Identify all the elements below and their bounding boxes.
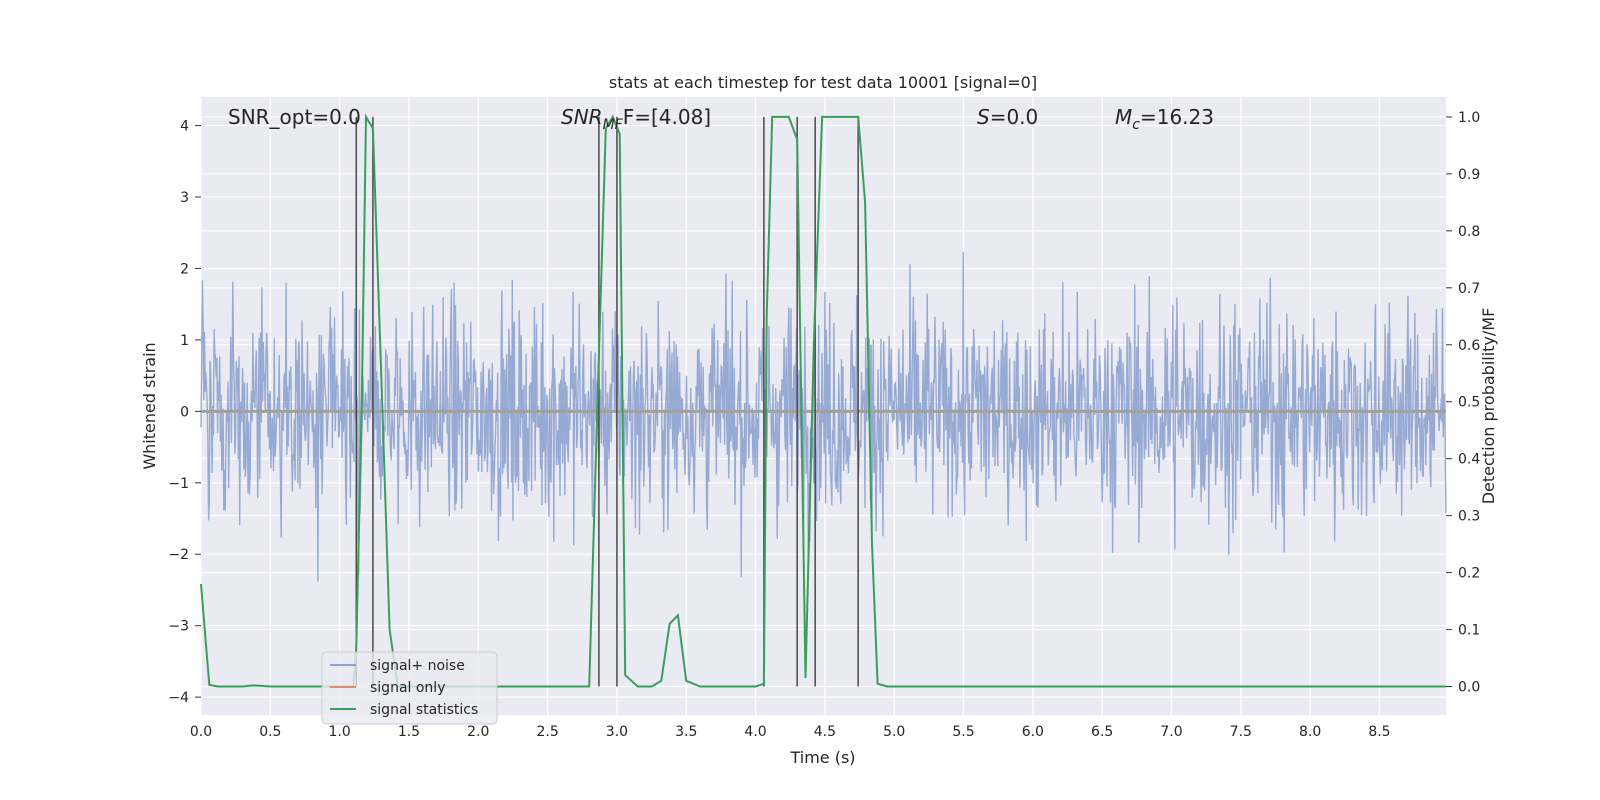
x-tick-label: 8.5 <box>1368 724 1390 740</box>
vertical-markers <box>355 116 859 687</box>
legend-label-signal-statistics: signal statistics <box>370 702 478 718</box>
annotation-snr-mf-sub: MF <box>603 117 624 133</box>
annotation-mc-value: =16.23 <box>1140 105 1214 129</box>
x-axis-label: Time (s) <box>789 748 855 767</box>
y-right-tick-label: 0.9 <box>1458 167 1480 183</box>
x-tick-label: 7.5 <box>1230 724 1252 740</box>
x-tick-label: 5.0 <box>883 724 905 740</box>
x-tick-label: 0.0 <box>190 724 212 740</box>
x-tick-label: 4.5 <box>814 724 836 740</box>
y-tick-label: 2 <box>180 261 189 277</box>
y-tick-label: 3 <box>180 190 189 206</box>
x-axis-ticks: 0.0 0.5 1.0 1.5 2.0 2.5 3.0 3.5 4.0 4.5 5.0 5.5 6.0 6… <box>190 724 1391 740</box>
x-tick-label: 8.0 <box>1299 724 1321 740</box>
y-right-tick-label: 0.4 <box>1458 452 1480 468</box>
annotation-s: S=0.0 <box>977 105 1038 129</box>
y-tick-label: −2 <box>168 547 189 563</box>
legend-box <box>321 651 498 725</box>
y-right-tick-label: 0.6 <box>1458 338 1480 354</box>
y-tick-label: 4 <box>180 119 189 135</box>
noise-line <box>200 251 1447 582</box>
x-tick-label: 1.0 <box>329 724 351 740</box>
x-tick-label: 0.5 <box>259 724 281 740</box>
y-right-tick-label: 0.2 <box>1458 566 1480 582</box>
x-tick-label: 4.0 <box>744 724 766 740</box>
y-right-tick-label: 0.0 <box>1458 680 1480 696</box>
x-tick-label: 1.5 <box>398 724 420 740</box>
annotation-snr-opt: SNR_opt=0.0 <box>228 105 361 129</box>
y-axis-label: Whitened strain <box>140 342 159 469</box>
y-right-tick-label: 0.8 <box>1458 224 1480 240</box>
y-tick-label: −3 <box>168 619 189 635</box>
y-tick-label: −4 <box>168 690 189 706</box>
annotation-mc-sub: c <box>1132 117 1140 133</box>
y-right-tick-label: 0.3 <box>1458 509 1480 525</box>
y-right-tick-label: 1.0 <box>1458 110 1480 126</box>
legend-label-signal-only: signal only <box>370 680 445 696</box>
x-tick-label: 7.0 <box>1160 724 1182 740</box>
y-right-tick-label: 0.5 <box>1458 395 1480 411</box>
y-axis-ticks: 4 3 2 1 0 −1 −2 −3 −4 <box>168 119 201 706</box>
y-right-axis-ticks: 1.0 0.9 0.8 0.7 0.6 0.5 0.4 0.3 0.2 0.1 0.0 <box>1446 110 1480 696</box>
x-tick-label: 2.0 <box>467 724 489 740</box>
y-right-axis-label: Detection probability/MF <box>1479 308 1498 505</box>
annotation-mc: Mc=16.23 <box>1115 105 1214 133</box>
x-tick-label: 2.5 <box>536 724 558 740</box>
y-tick-label: 1 <box>180 333 189 349</box>
y-right-tick-label: 0.1 <box>1458 623 1480 639</box>
x-tick-label: 3.5 <box>675 724 697 740</box>
series-signal-noise <box>200 251 1447 582</box>
y-right-tick-label: 0.7 <box>1458 281 1480 297</box>
chart-title: stats at each timestep for test data 100… <box>609 73 1037 92</box>
annotation-s-main: S <box>977 105 990 129</box>
x-tick-label: 3.0 <box>606 724 628 740</box>
y-tick-label: 0 <box>180 404 189 420</box>
y-tick-label: −1 <box>168 476 189 492</box>
legend-label-signal-noise: signal+ noise <box>370 658 465 674</box>
x-tick-label: 6.0 <box>1022 724 1044 740</box>
x-tick-label: 5.5 <box>952 724 974 740</box>
x-tick-label: 6.5 <box>1091 724 1113 740</box>
annotation-snr-mf-main: SNR <box>561 105 603 129</box>
annotation-mc-main: M <box>1115 105 1132 129</box>
annotation-snr-mf: SNRMFF=[4.08] <box>561 105 711 133</box>
annotation-snr-mf-value: F=[4.08] <box>623 105 711 129</box>
annotation-s-value: =0.0 <box>990 105 1039 129</box>
legend: signal+ noise signal only signal statist… <box>321 651 498 725</box>
